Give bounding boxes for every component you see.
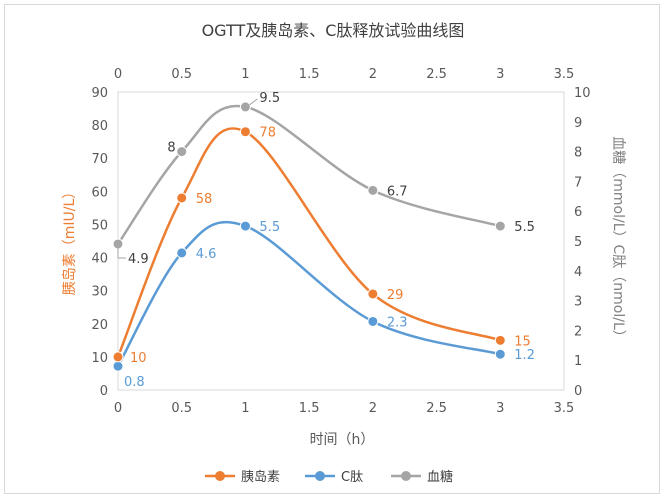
data-label-C肽: 2.3 xyxy=(387,315,408,330)
plot-border xyxy=(117,91,565,391)
chart-title: OGTT及胰岛素、C肽释放试验曲线图 xyxy=(202,21,465,40)
data-point-C肽 xyxy=(239,220,251,232)
data-label-胰岛素: 10 xyxy=(130,351,147,366)
series-line-血糖 xyxy=(116,104,501,245)
x-tick-label-bottom: 0.5 xyxy=(171,401,192,416)
x-tick-label-top: 3.5 xyxy=(554,67,575,82)
x-axis-title: 时间（h） xyxy=(310,432,375,448)
data-point-胰岛素 xyxy=(239,126,251,138)
y-left-tick-label: 60 xyxy=(91,185,108,200)
legend-label-血糖: 血糖 xyxy=(427,469,453,485)
legend-label-C肽: C肽 xyxy=(341,470,363,485)
y-right-tick-label: 8 xyxy=(574,146,582,161)
leader-line xyxy=(249,98,258,106)
data-label-C肽: 0.8 xyxy=(124,375,145,390)
y-right-tick-label: 2 xyxy=(574,324,582,339)
legend-label-胰岛素: 胰岛素 xyxy=(241,469,280,485)
data-label-血糖: 5.5 xyxy=(514,220,535,235)
leader-line xyxy=(117,243,126,259)
x-tick-label-bottom: 2 xyxy=(369,401,377,416)
y-right-tick-label: 4 xyxy=(574,265,582,280)
y-left-tick-label: 50 xyxy=(91,218,108,233)
data-labels: 4.9 8 9.5 6.7 5.5 0.8 4.6 5.5 2.3 1.2 10 58 78 29 15 xyxy=(117,91,535,390)
data-point-血糖 xyxy=(176,146,188,158)
data-label-胰岛素: 29 xyxy=(387,288,404,303)
y-right-tick-label: 1 xyxy=(574,354,582,369)
y-right-tick-label: 9 xyxy=(574,116,582,131)
x-tick-label-top: 3 xyxy=(496,67,504,82)
chart-frame xyxy=(4,4,660,494)
x-tick-label-top: 0.5 xyxy=(171,67,192,82)
y-right-axis-title: 血糖（mmol/L）C肽（nmol/L） xyxy=(610,136,626,344)
data-label-血糖: 4.9 xyxy=(128,252,149,267)
y-left-tick-label: 20 xyxy=(91,318,108,333)
x-tick-label-bottom: 1 xyxy=(241,401,249,416)
x-tick-label-bottom: 2.5 xyxy=(426,401,447,416)
x-tick-label-top: 1.5 xyxy=(299,67,320,82)
data-point-C肽 xyxy=(494,348,506,360)
data-label-血糖: 6.7 xyxy=(387,184,408,199)
y-right-tick-label: 5 xyxy=(574,235,582,250)
data-label-血糖: 9.5 xyxy=(259,91,280,106)
x-tick-label-top: 1 xyxy=(241,67,249,82)
y-left-tick-label: 30 xyxy=(91,285,108,300)
data-point-胰岛素 xyxy=(112,351,124,363)
y-left-tick-label: 70 xyxy=(91,152,108,167)
data-label-胰岛素: 15 xyxy=(514,334,531,349)
legend-marker-血糖 xyxy=(401,471,411,481)
x-tick-label-bottom: 3.5 xyxy=(554,401,575,416)
y-left-tick-label: 0 xyxy=(100,384,108,399)
y-right-tick-label: 3 xyxy=(574,295,582,310)
y-left-tick-label: 10 xyxy=(91,351,108,366)
x-tick-label-bottom: 1.5 xyxy=(299,401,320,416)
series-line-C肽 xyxy=(116,221,501,367)
data-label-胰岛素: 58 xyxy=(196,192,213,207)
data-label-C肽: 1.2 xyxy=(514,348,535,363)
y-left-tick-label: 90 xyxy=(91,86,108,101)
series-line-胰岛素 xyxy=(116,127,501,358)
x-tick-label-top: 2 xyxy=(369,67,377,82)
x-tick-label-bottom: 3 xyxy=(496,401,504,416)
x-tick-label-top: 0 xyxy=(114,67,122,82)
data-point-胰岛素 xyxy=(494,334,506,346)
axis-ticks: 000.50.5111.51.5222.52.5333.53.501020304… xyxy=(91,67,590,416)
data-point-C肽 xyxy=(367,315,379,327)
data-label-血糖: 8 xyxy=(167,141,175,156)
data-point-胰岛素 xyxy=(176,192,188,204)
data-label-C肽: 4.6 xyxy=(196,247,217,262)
x-tick-label-top: 2.5 xyxy=(426,67,447,82)
data-point-C肽 xyxy=(176,247,188,259)
data-point-C肽 xyxy=(112,360,124,372)
y-right-tick-label: 7 xyxy=(574,175,582,190)
legend-marker-C肽 xyxy=(315,471,325,481)
x-tick-label-bottom: 0 xyxy=(114,401,122,416)
data-label-胰岛素: 78 xyxy=(259,126,276,141)
series-points xyxy=(112,101,506,372)
y-left-tick-label: 80 xyxy=(91,119,108,134)
data-point-血糖 xyxy=(239,101,251,113)
data-point-胰岛素 xyxy=(367,288,379,300)
y-right-tick-label: 6 xyxy=(574,205,582,220)
y-left-tick-label: 40 xyxy=(91,252,108,267)
y-right-tick-label: 10 xyxy=(574,86,591,101)
y-left-axis-title: 胰岛素（mIU/L） xyxy=(62,185,78,296)
legend-marker-胰岛素 xyxy=(215,471,225,481)
plot-area xyxy=(117,91,565,391)
y-right-tick-label: 0 xyxy=(574,384,582,399)
data-point-血糖 xyxy=(367,184,379,196)
data-label-C肽: 5.5 xyxy=(259,220,280,235)
legend: 胰岛素 C肽 血糖 xyxy=(205,469,453,485)
data-point-血糖 xyxy=(494,220,506,232)
